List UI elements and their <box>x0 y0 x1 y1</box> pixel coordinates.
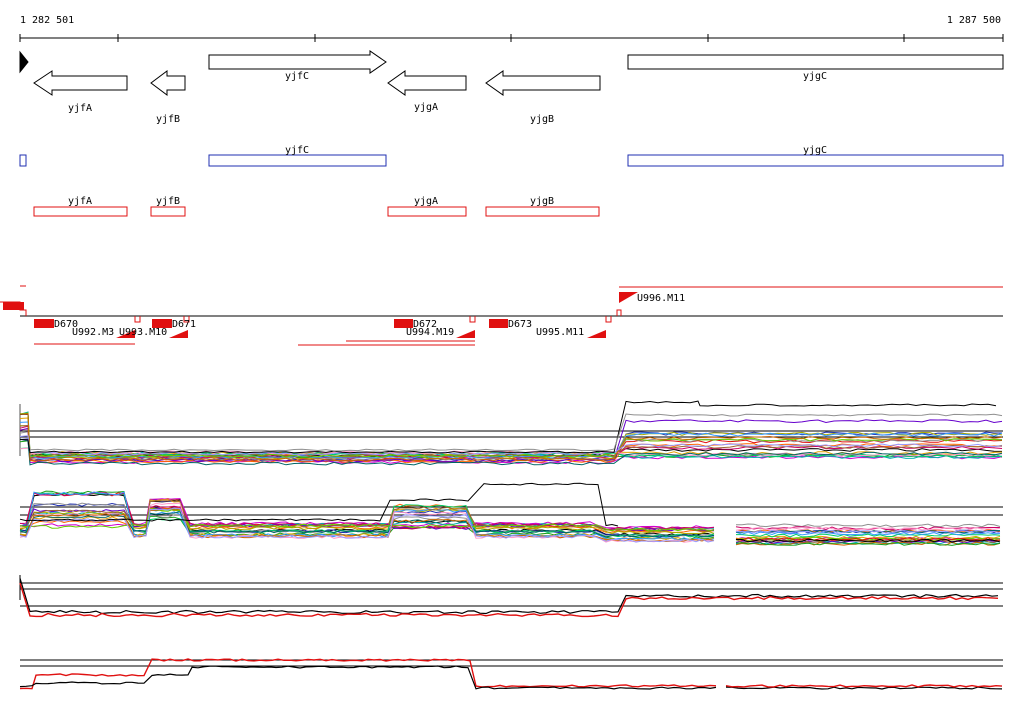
blue-box-yjgC[interactable] <box>627 154 1004 167</box>
red-label-yjfB: yjfB <box>156 196 180 207</box>
red-track-labels: yjfA yjfB yjgA yjgB <box>68 196 554 207</box>
gene-annotation-labels: yjfA yjfB yjfC yjgA yjgB yjgC <box>68 71 827 125</box>
ruler-start-label: 1 282 501 <box>20 15 74 26</box>
feature-block-D670[interactable] <box>34 319 54 328</box>
summary-trace-p4-red-right <box>725 684 1003 688</box>
feature-label-U996: U996.M11 <box>637 293 685 304</box>
profile-trace-p1-top <box>19 400 997 454</box>
feature-label-U992: U992.M3 <box>72 327 114 338</box>
red-gene-track <box>33 206 600 217</box>
feature-triangle-U995 <box>587 330 606 338</box>
profile-trace-p1 <box>19 435 1003 456</box>
blue-box-yjfC[interactable] <box>208 154 387 167</box>
red-box-yjgA[interactable] <box>387 206 467 217</box>
gene-arrow-yjgA[interactable] <box>387 70 467 96</box>
coordinate-ruler: 1 282 501 1 287 500 <box>19 15 1004 42</box>
blue-label-yjgC: yjgC <box>803 145 827 156</box>
gene-arrow-yjfA[interactable] <box>33 70 128 96</box>
profile-trace-p1 <box>19 413 1003 462</box>
summary-profile-panel-4 <box>19 658 1003 690</box>
feature-label-D672: D672 <box>413 319 437 330</box>
feature-triangle-U992 <box>116 330 135 338</box>
profile-trace-p2-right <box>736 523 1001 528</box>
gene-label-yjgC: yjgC <box>803 71 827 82</box>
expression-profile-panel-2 <box>19 482 1003 546</box>
segment-feature-track <box>0 285 1003 346</box>
profile-trace-p1-second <box>29 413 1003 452</box>
feature-triangle-U994 <box>456 330 475 338</box>
left-edge-arrow-icon <box>19 50 29 74</box>
ruler-end-label: 1 287 500 <box>947 15 1001 26</box>
red-label-yjgA: yjgA <box>414 196 438 207</box>
red-box-yjfB[interactable] <box>150 206 186 217</box>
gene-arrow-yjfB[interactable] <box>150 70 186 96</box>
blue-edge-box <box>19 154 27 167</box>
feature-label-D670: D670 <box>54 319 78 330</box>
blue-label-yjfC: yjfC <box>285 145 309 156</box>
feature-block-D671[interactable] <box>152 319 172 328</box>
red-label-yjgB: yjgB <box>530 196 554 207</box>
profile-trace-p2-top <box>19 482 619 527</box>
gene-annotation-track <box>19 50 1004 96</box>
summary-trace-p3-red <box>19 582 999 618</box>
profile-trace-p2 <box>19 507 715 535</box>
feature-block-D672[interactable] <box>394 319 413 328</box>
summary-trace-p4-black <box>19 665 717 690</box>
gene-arrow-yjfC[interactable] <box>208 50 387 74</box>
red-box-yjfA[interactable] <box>33 206 128 217</box>
gene-arrow-yjgB[interactable] <box>485 70 601 96</box>
blue-track-labels: yjfC yjgC <box>285 145 827 156</box>
feature-label-D673: D673 <box>508 319 532 330</box>
profile-trace-p1 <box>19 412 1003 459</box>
gene-label-yjfB: yjfB <box>156 114 180 125</box>
expression-profile-panel-1 <box>19 400 1003 466</box>
profile-trace-p1 <box>19 417 1003 456</box>
feature-label-U993: U993.M10 <box>119 327 167 338</box>
profile-trace-p2 <box>19 508 714 532</box>
profile-trace-p2-right <box>736 529 1001 534</box>
red-box-yjgB[interactable] <box>485 206 600 217</box>
feature-triangle-U993 <box>169 330 188 338</box>
profile-trace-p2-right <box>735 537 1001 542</box>
feature-label-D671: D671 <box>172 319 196 330</box>
summary-profile-panel-3 <box>19 575 1003 618</box>
profile-trace-p2 <box>19 511 715 538</box>
gene-label-yjgB: yjgB <box>530 114 554 125</box>
red-label-yjfA: yjfA <box>68 196 92 207</box>
gene-box-yjgC[interactable] <box>627 54 1004 70</box>
feature-block-D673[interactable] <box>489 319 508 328</box>
feature-label-U994: U994.M19 <box>406 327 454 338</box>
summary-trace-p3-black <box>19 578 999 615</box>
profile-trace-p2-right <box>735 529 1001 534</box>
profile-trace-p2-right <box>735 526 1001 531</box>
blue-gene-track <box>19 154 1004 167</box>
feature-triangle-U996 <box>619 292 638 303</box>
summary-trace-p4-red <box>19 658 717 690</box>
gene-label-yjfC: yjfC <box>285 71 309 82</box>
gene-label-yjgA: yjgA <box>414 102 438 113</box>
feature-label-U995: U995.M11 <box>536 327 584 338</box>
gene-label-yjfA: yjfA <box>68 103 92 114</box>
profile-trace-p1 <box>19 438 1003 466</box>
profile-trace-p2 <box>19 507 715 543</box>
segment-feature-labels: D670 D671 D672 D673 U992.M3 U993.M10 U99… <box>54 293 685 338</box>
profile-trace-p2-right <box>735 542 1001 546</box>
profile-trace-p1 <box>19 419 1003 463</box>
profile-trace-p2-right <box>736 538 1001 543</box>
profile-trace-p1 <box>19 431 1003 461</box>
